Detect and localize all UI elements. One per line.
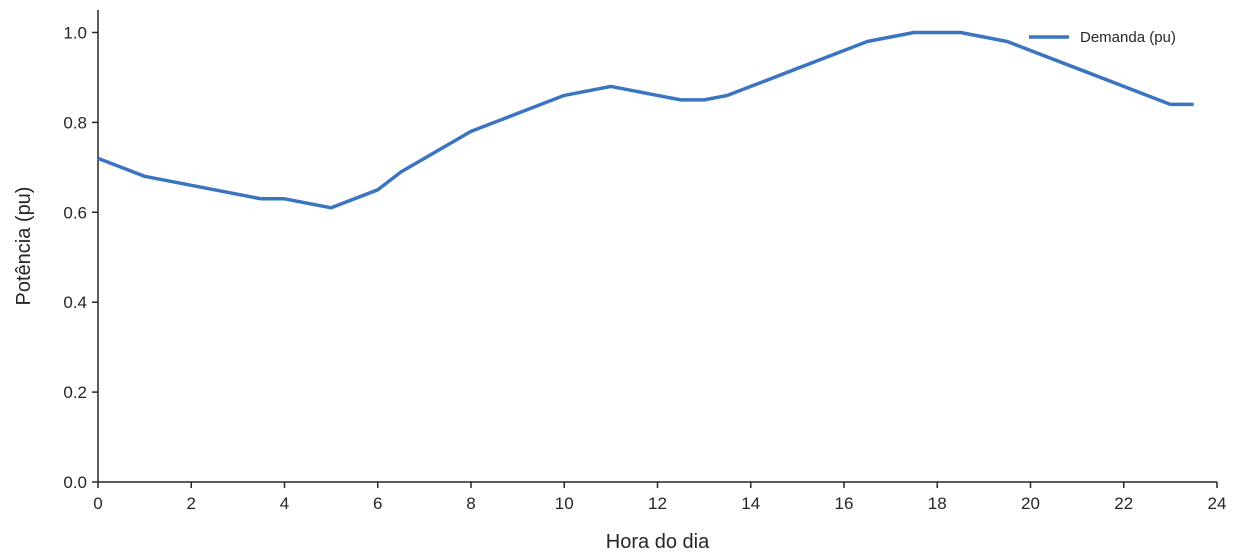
y-tick-label: 0.0 (63, 473, 87, 492)
y-tick-label: 0.2 (63, 383, 87, 402)
y-tick-label: 0.8 (63, 113, 87, 132)
x-tick-label: 24 (1208, 494, 1227, 513)
y-tick-label: 0.6 (63, 203, 87, 222)
series-layer (97, 30, 1194, 210)
x-tick-label: 22 (1114, 494, 1133, 513)
legend-label: Demanda (pu) (1080, 29, 1176, 46)
x-tick-label: 4 (280, 494, 289, 513)
series-line (97, 30, 1194, 210)
x-tick-label: 14 (741, 494, 760, 513)
x-tick-label: 8 (466, 494, 475, 513)
y-axis-title: Potência (pu) (13, 187, 35, 306)
x-tick-label: 0 (93, 494, 102, 513)
legend: Demanda (pu) (1029, 29, 1176, 46)
y-tick-label: 0.4 (63, 293, 87, 312)
y-axis-ticks: 0.0 0.2 0.4 0.6 0.8 1.0 (63, 23, 98, 492)
x-tick-label: 2 (187, 494, 196, 513)
x-tick-label: 6 (373, 494, 382, 513)
x-tick-label: 18 (928, 494, 947, 513)
y-tick-label: 1.0 (63, 23, 87, 42)
x-tick-label: 16 (835, 494, 854, 513)
x-axis-title: Hora do dia (606, 531, 710, 553)
x-tick-label: 12 (648, 494, 667, 513)
x-tick-label: 20 (1021, 494, 1040, 513)
x-axis-ticks: 0 2 4 6 8 10 12 14 16 18 20 22 24 (93, 482, 1226, 513)
x-tick-label: 10 (555, 494, 574, 513)
